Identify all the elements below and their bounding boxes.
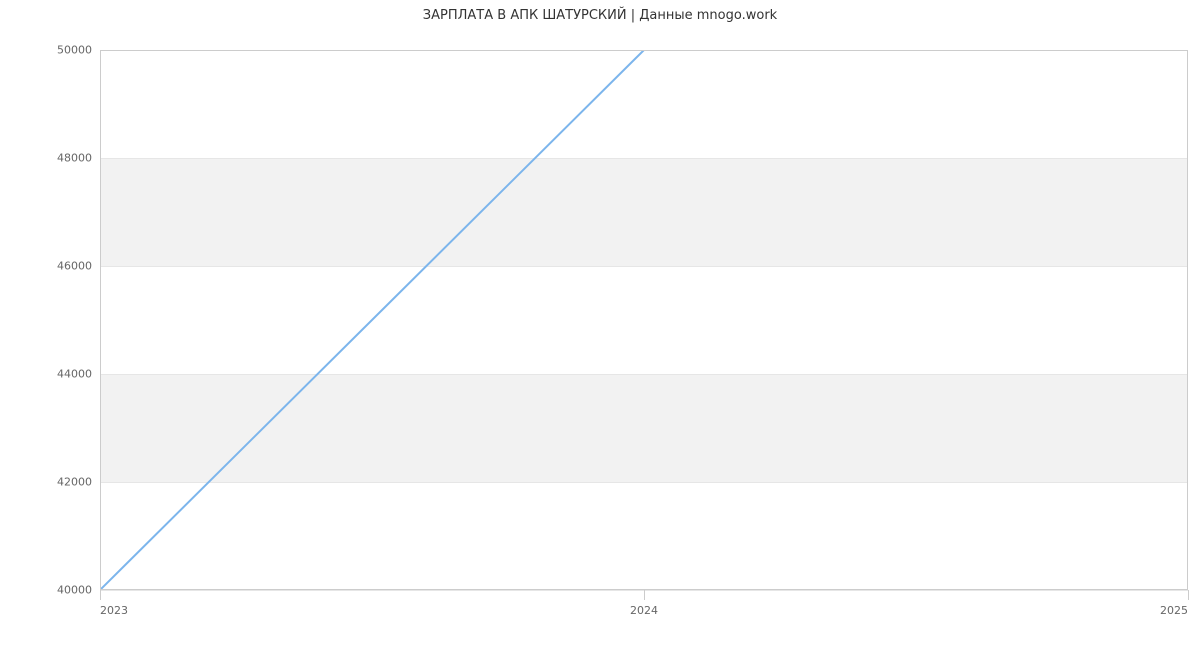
series-line-salary — [100, 50, 1188, 590]
chart-title: ЗАРПЛАТА В АПК ШАТУРСКИЙ | Данные mnogo.… — [0, 8, 1200, 23]
y-tick-label: 48000 — [0, 152, 92, 165]
x-tick-label: 2025 — [1160, 604, 1188, 617]
y-tick-label: 50000 — [0, 44, 92, 57]
x-tick-label: 2023 — [100, 604, 128, 617]
chart-container: ЗАРПЛАТА В АПК ШАТУРСКИЙ | Данные mnogo.… — [0, 0, 1200, 650]
plot-area — [100, 50, 1188, 590]
y-tick-label: 42000 — [0, 476, 92, 489]
y-tick-label: 44000 — [0, 368, 92, 381]
y-tick-label: 46000 — [0, 260, 92, 273]
y-tick-label: 40000 — [0, 584, 92, 597]
line-layer — [100, 50, 1188, 590]
x-tick-label: 2024 — [630, 604, 658, 617]
x-tick-mark — [1188, 590, 1189, 600]
x-tick-mark — [100, 590, 101, 600]
x-tick-mark — [644, 590, 645, 600]
